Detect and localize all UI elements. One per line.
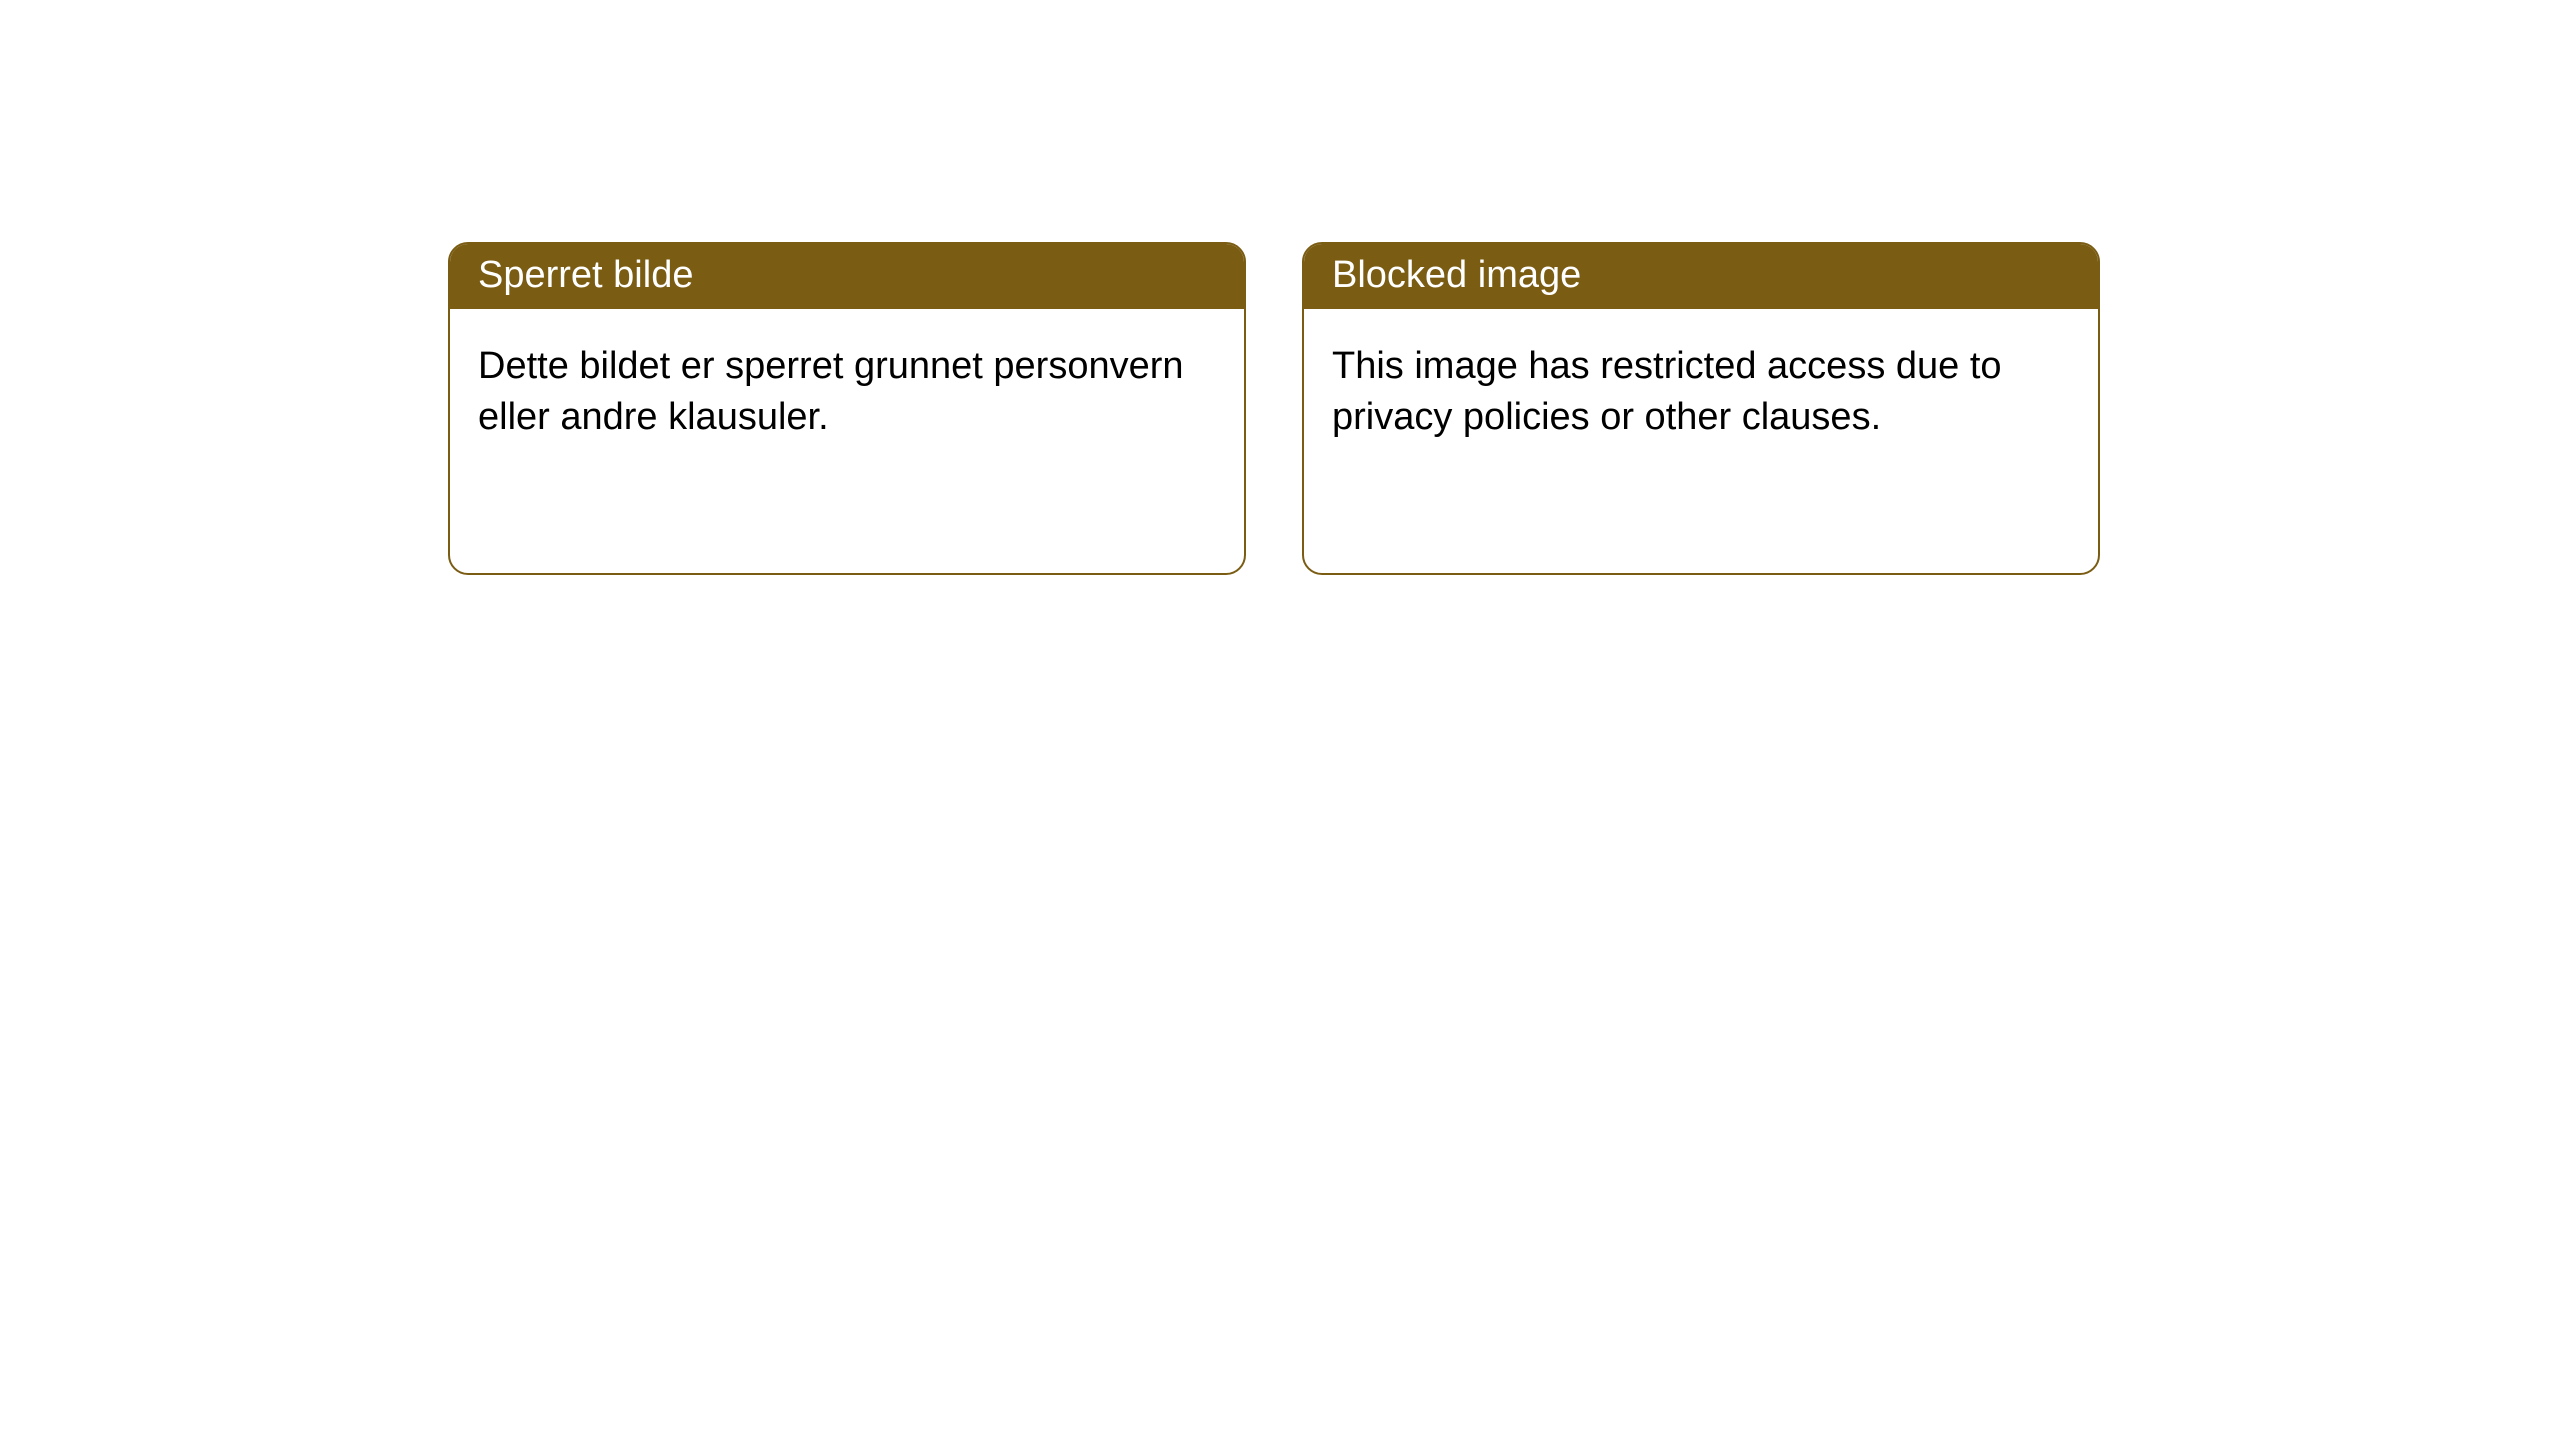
card-body-text: Dette bildet er sperret grunnet personve… xyxy=(478,345,1184,438)
notice-card-norwegian: Sperret bilde Dette bildet er sperret gr… xyxy=(448,242,1246,575)
card-header: Blocked image xyxy=(1304,244,2098,309)
card-body-text: This image has restricted access due to … xyxy=(1332,345,2002,438)
card-title: Blocked image xyxy=(1332,254,1581,296)
card-body: Dette bildet er sperret grunnet personve… xyxy=(450,309,1244,476)
notice-card-english: Blocked image This image has restricted … xyxy=(1302,242,2100,575)
card-header: Sperret bilde xyxy=(450,244,1244,309)
notice-cards-container: Sperret bilde Dette bildet er sperret gr… xyxy=(448,242,2100,575)
card-body: This image has restricted access due to … xyxy=(1304,309,2098,476)
card-title: Sperret bilde xyxy=(478,254,693,296)
